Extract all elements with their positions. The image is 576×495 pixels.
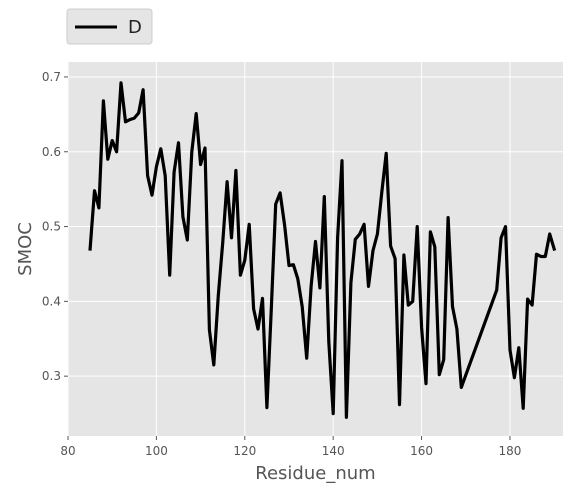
y-tick-label: 0.7 (42, 70, 61, 84)
x-tick-label: 160 (410, 444, 433, 458)
y-tick-label: 0.4 (42, 294, 61, 308)
x-tick-label: 140 (322, 444, 345, 458)
x-tick-label: 180 (499, 444, 522, 458)
series-line-D (88, 81, 557, 419)
series-layer (88, 81, 557, 419)
legend: D (66, 8, 153, 45)
y-axis-label: SMOC (15, 222, 36, 276)
y-tick-label: 0.6 (42, 145, 61, 159)
x-axis-label: Residue_num (255, 463, 375, 484)
x-tick-label: 100 (145, 444, 168, 458)
legend-label: D (128, 17, 142, 38)
y-tick-label: 0.5 (42, 220, 61, 234)
y-tick-label: 0.3 (42, 369, 61, 383)
x-tick-label: 80 (60, 444, 75, 458)
tick-layer: 80 100 120 140 160 180 0.3 0.4 0.5 0.6 0.7 (42, 70, 522, 458)
x-tick-label: 120 (233, 444, 256, 458)
